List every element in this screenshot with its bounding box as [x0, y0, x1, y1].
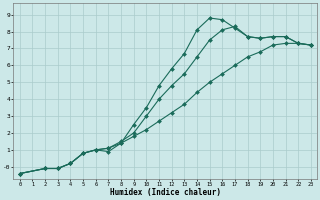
X-axis label: Humidex (Indice chaleur): Humidex (Indice chaleur)	[110, 188, 221, 197]
